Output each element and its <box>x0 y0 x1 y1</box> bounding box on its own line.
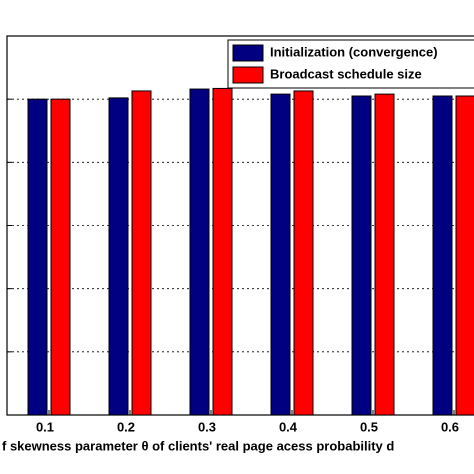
legend-swatch <box>232 66 264 84</box>
x-tick-label: 0.6 <box>441 419 459 434</box>
legend-swatch <box>232 44 264 62</box>
bar <box>108 97 129 416</box>
legend-box <box>227 39 474 89</box>
legend-label: Broadcast schedule size <box>270 66 422 81</box>
x-tick-label: 0.5 <box>360 419 378 434</box>
bar <box>131 90 152 416</box>
x-axis-label: f skewness parameter θ of clients' real … <box>2 438 394 453</box>
bar <box>293 90 314 416</box>
bar <box>455 95 474 416</box>
bar <box>27 98 48 416</box>
x-tick-label: 0.3 <box>198 419 216 434</box>
bar <box>270 93 291 416</box>
x-tick-label: 0.2 <box>117 419 135 434</box>
bar <box>374 93 395 416</box>
legend-label: Initialization (convergence) <box>270 44 438 59</box>
bar <box>189 88 210 416</box>
x-tick-label: 0.4 <box>279 419 298 434</box>
bar <box>432 95 453 416</box>
x-tick-label: 0.1 <box>36 419 54 434</box>
bar <box>50 98 71 416</box>
bar <box>212 87 233 416</box>
bar <box>351 95 372 416</box>
